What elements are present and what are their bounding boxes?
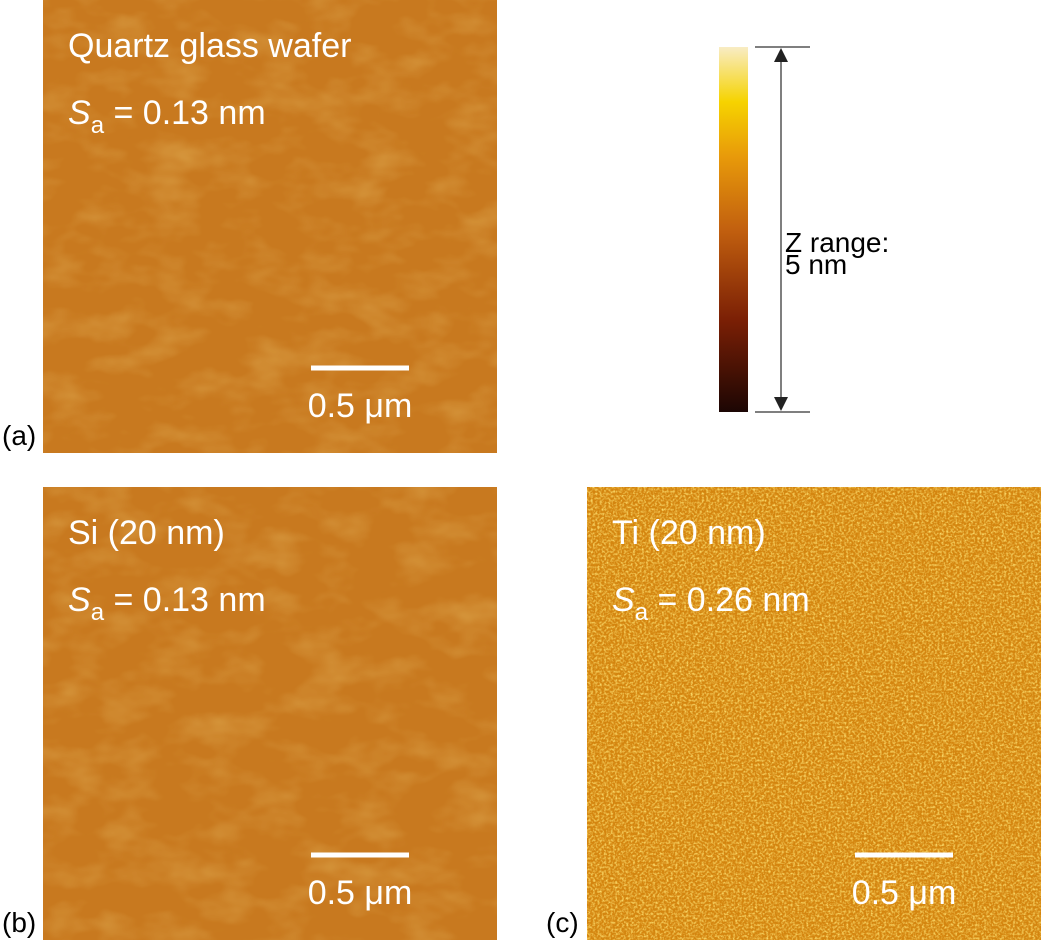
colorbar: [719, 47, 748, 412]
panel-title: Si (20 nm): [68, 514, 225, 552]
afm-texture: [43, 487, 497, 940]
roughness: Sa = 0.26 nm: [612, 581, 810, 626]
panel-title: Ti (20 nm): [612, 514, 766, 552]
roughness-subscript: a: [91, 112, 105, 139]
panel-title: Quartz glass wafer: [68, 27, 351, 65]
roughness-subscript: a: [635, 599, 649, 626]
roughness-value: = 0.13 nm: [104, 94, 266, 132]
afm-texture: [43, 0, 497, 453]
z-range-arrow: [755, 46, 810, 413]
roughness-subscript: a: [91, 599, 105, 626]
panel-label: (a): [2, 420, 36, 451]
afm-panel: Quartz glass wafer Sa = 0.13 nm 0.5 μm: [43, 0, 497, 453]
colorbar-label: 5 nm: [785, 249, 847, 280]
panel-label: (c): [546, 907, 579, 938]
roughness-value: = 0.13 nm: [104, 581, 266, 619]
scale-label: 0.5 μm: [852, 874, 957, 912]
roughness: Sa = 0.13 nm: [68, 94, 266, 139]
afm-texture: [587, 487, 1041, 940]
scale-label: 0.5 μm: [308, 387, 413, 425]
colorbar-label: Z range:: [785, 227, 889, 258]
roughness: Sa = 0.13 nm: [68, 581, 266, 626]
afm-panel: Ti (20 nm) Sa = 0.26 nm 0.5 μm: [587, 487, 1041, 940]
afm-panel: Si (20 nm) Sa = 0.13 nm 0.5 μm: [43, 487, 497, 940]
roughness-value: = 0.26 nm: [648, 581, 810, 619]
panel-label: (b): [2, 907, 36, 938]
scale-label: 0.5 μm: [308, 874, 413, 912]
roughness-symbol: S: [68, 581, 91, 619]
roughness-symbol: S: [68, 94, 91, 132]
roughness-symbol: S: [612, 581, 635, 619]
